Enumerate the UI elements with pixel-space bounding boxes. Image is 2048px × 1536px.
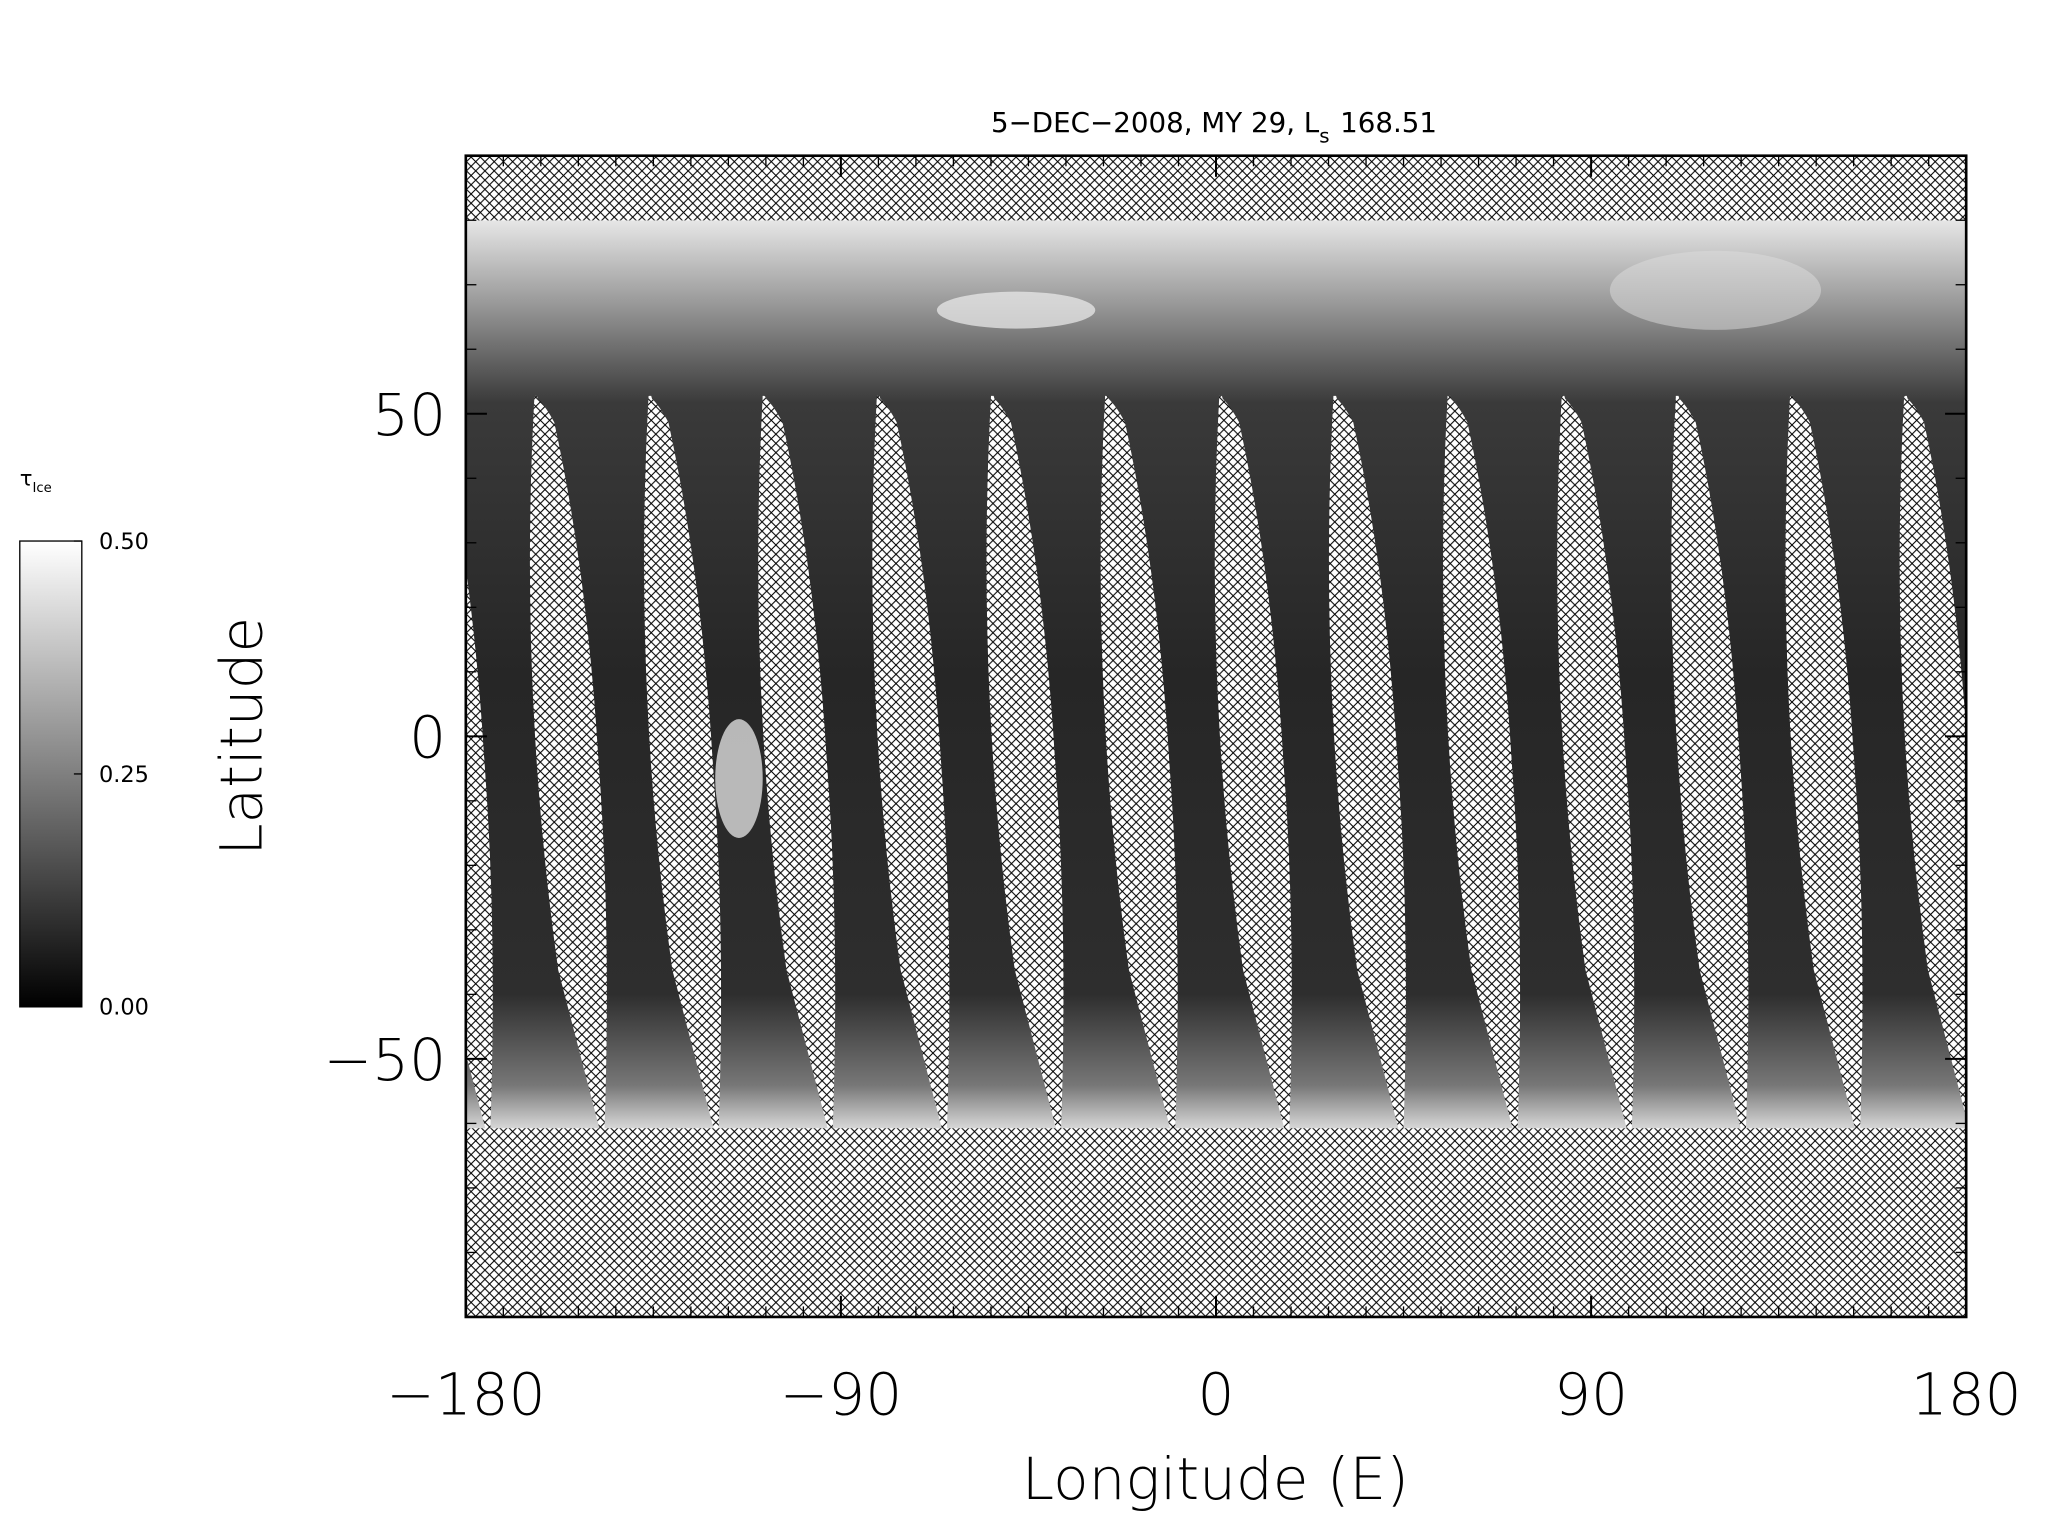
data-gap bbox=[1904, 395, 1967, 1113]
data-gap bbox=[1790, 395, 1860, 1129]
colorbar-label-symbol: τ bbox=[20, 466, 33, 491]
x-tick-label: −180 bbox=[386, 1361, 545, 1429]
cloud bbox=[715, 719, 763, 838]
colorbar-tick-label: 0.50 bbox=[99, 529, 149, 555]
x-tick-label: 180 bbox=[1911, 1361, 2022, 1429]
data-gap bbox=[648, 395, 719, 1129]
x-tick-label: 0 bbox=[1198, 1361, 1235, 1429]
title-text: 5−DEC−2008, MY 29, L bbox=[991, 106, 1320, 139]
data-gap bbox=[762, 395, 833, 1129]
y-tick-label: −50 bbox=[324, 1026, 447, 1094]
data-gap bbox=[1333, 395, 1404, 1129]
chart-title: 5−DEC−2008, MY 29, Ls 168.51 bbox=[991, 106, 1437, 148]
colorbar-label-subscript: Ice bbox=[33, 481, 52, 496]
cloud bbox=[1609, 250, 1822, 330]
title-suffix: 168.51 bbox=[1340, 106, 1437, 139]
data-gap bbox=[534, 395, 605, 1129]
y-tick-label: 0 bbox=[409, 703, 446, 771]
cloud bbox=[936, 291, 1096, 329]
data-gap bbox=[1675, 395, 1746, 1129]
data-gap bbox=[1561, 395, 1632, 1129]
x-tick-label: 90 bbox=[1554, 1361, 1628, 1429]
x-axis-label: Longitude (E) bbox=[1022, 1445, 1409, 1513]
hatch-bottom bbox=[465, 1128, 1967, 1317]
data-gap bbox=[876, 395, 947, 1129]
colorbar-tick-label: 0.25 bbox=[99, 762, 149, 788]
data-gap bbox=[465, 568, 490, 1129]
title-subscript: s bbox=[1319, 125, 1329, 148]
y-tick-label: 50 bbox=[372, 381, 446, 449]
colorbar-tick-label: 0.00 bbox=[99, 995, 149, 1021]
data-gap bbox=[991, 395, 1061, 1129]
data-gap bbox=[1105, 395, 1175, 1129]
data-gap bbox=[1447, 395, 1518, 1129]
colorbar-label: τIce bbox=[20, 466, 52, 497]
y-axis-label: Latitude bbox=[207, 617, 275, 856]
data-gap bbox=[1219, 395, 1289, 1129]
colorbar bbox=[19, 540, 83, 1008]
map-area bbox=[465, 155, 1967, 1317]
x-tick-label: −90 bbox=[780, 1361, 903, 1429]
